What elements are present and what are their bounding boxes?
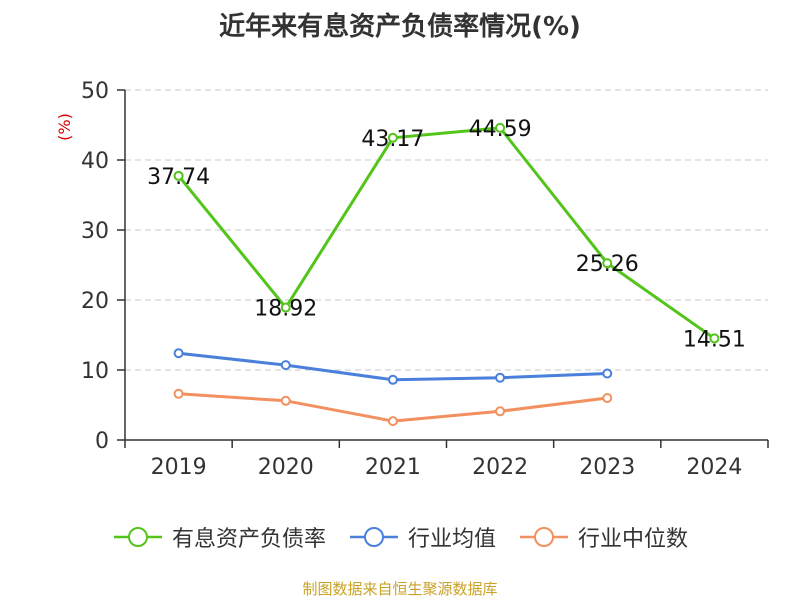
data-point-industry-mean [602,368,613,379]
x-tick-label: 2021 [365,455,421,480]
x-tick-label: 2020 [258,455,314,480]
data-source-note: 制图数据来自恒生聚源数据库 [302,580,498,598]
legend-label-industry-median: 行业中位数 [578,527,689,552]
y-tick-label: 40 [81,149,109,174]
data-label: 14.51 [683,327,746,352]
x-tick-label: 2019 [151,455,207,480]
legend-swatch-industry-mean [349,527,398,547]
data-label: 44.59 [469,117,532,142]
data-point-industry-mean [173,348,184,359]
y-tick-label: 0 [95,429,109,454]
legend-item-industry-mean[interactable]: 行业均值 [348,521,496,553]
x-tick-label: 2024 [686,455,742,480]
legend-swatch-rate [113,527,162,547]
data-label: 18.92 [254,297,317,322]
data-point-industry-mean [495,372,506,383]
data-point-industry-mean [387,374,398,385]
data-label: 25.26 [576,252,639,277]
legend-label-rate: 有息资产负债率 [171,527,326,552]
data-point-rate [495,122,506,133]
data-point-rate [602,258,613,269]
legend-swatch-industry-median [520,527,568,547]
y-tick-label: 10 [81,359,109,384]
x-tick-label: 2022 [472,455,528,480]
data-point-industry-mean [280,360,291,371]
data-point-industry-median [173,388,184,399]
data-point-industry-median [602,393,613,403]
data-point-rate [280,302,291,313]
data-point-industry-median [280,395,291,406]
y-tick-label: 50 [81,79,109,104]
chart-title: 近年来有息资产负债率情况(%) [219,12,581,42]
legend-item-rate[interactable]: 有息资产负债率 [112,521,326,553]
series-line-rate [177,126,716,340]
data-point-industry-median [495,406,506,417]
legend-label-industry-mean: 行业均值 [407,527,496,552]
data-point-rate [173,170,184,181]
legend-item-industry-median[interactable]: 行业中位数 [518,521,688,553]
y-tick-label: 30 [81,219,109,244]
data-point-rate [387,132,398,143]
data-label: 43.17 [361,127,424,152]
data-label: 37.74 [147,165,210,190]
data-point-industry-median [387,416,398,427]
data-point-rate [709,333,720,344]
y-axis-label: (%) [55,113,74,141]
x-tick-label: 2023 [579,455,635,480]
y-tick-label: 20 [81,289,109,314]
legend: 有息资产负债率 行业均值 行业中位数 [0,520,800,554]
